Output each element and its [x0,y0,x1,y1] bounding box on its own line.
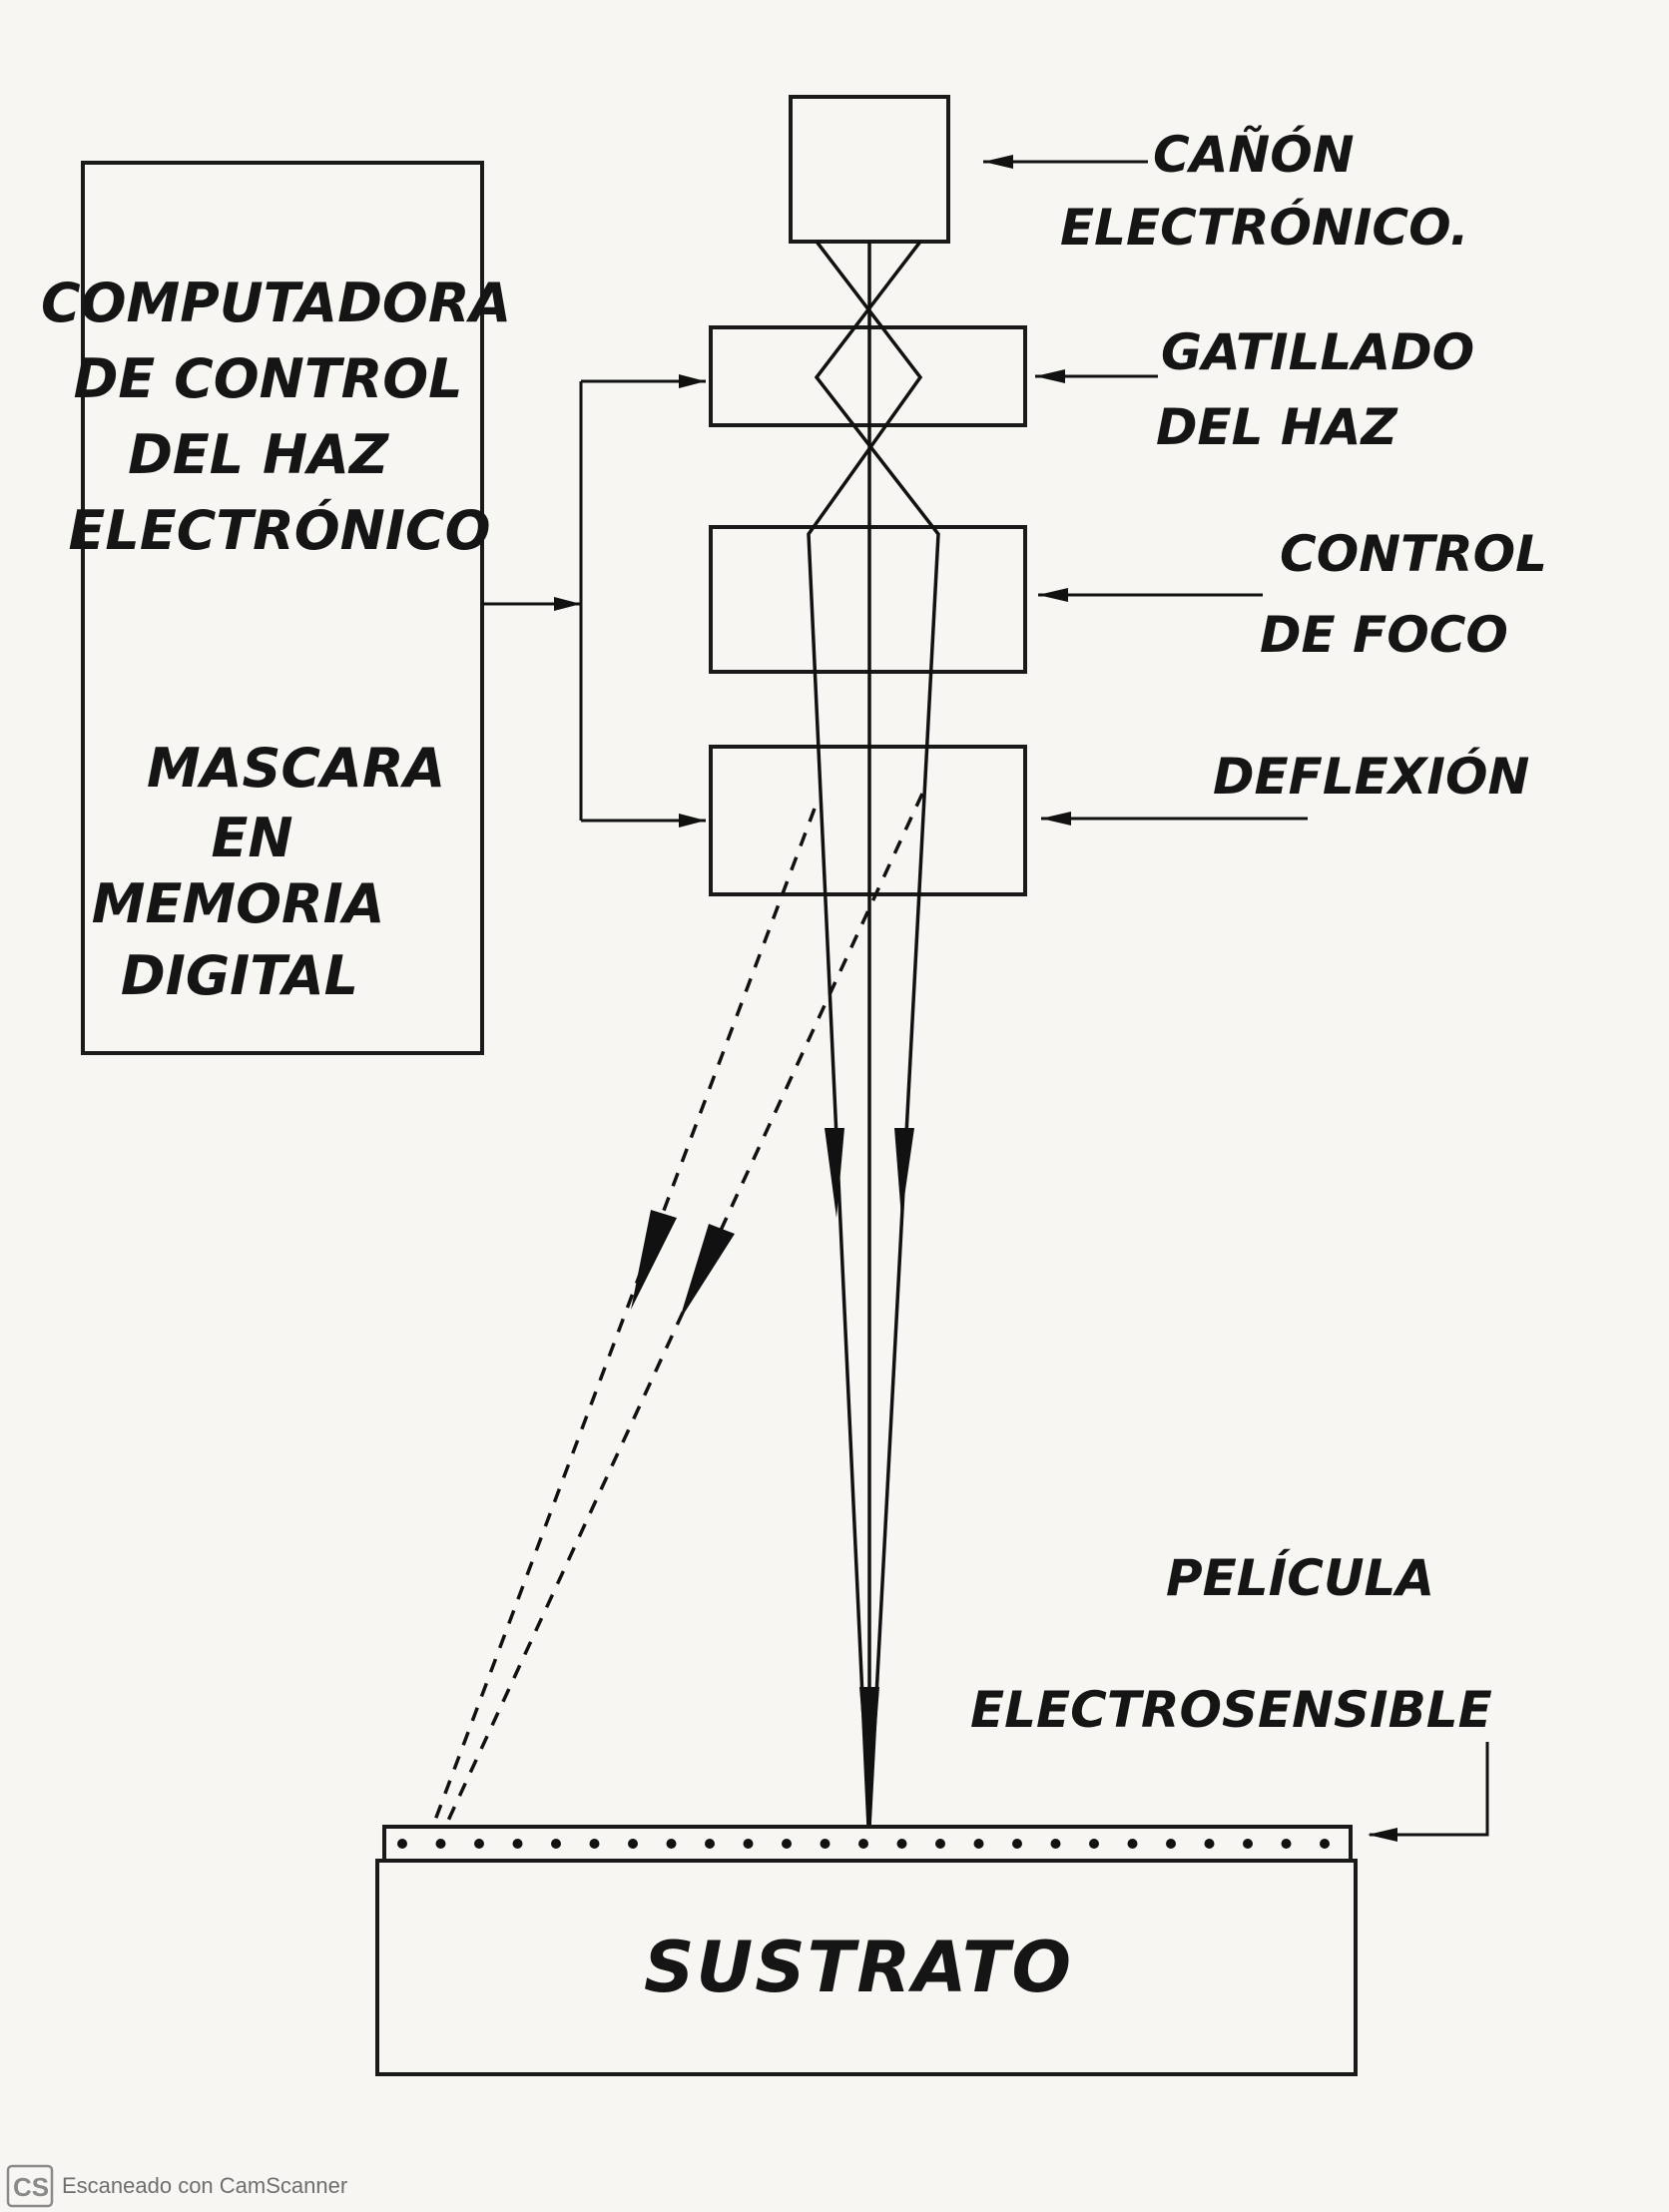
film-label: PELÍCULA ELECTROSENSIBLE [970,1548,1492,1739]
film-pointer-arrowhead [1368,1828,1397,1842]
deflected-beam [432,793,924,1824]
wire-to-blanking-arrowhead [679,374,706,388]
resist-dot [1243,1839,1253,1849]
blanking-label-line-1: GATILLADO [1161,323,1474,381]
computer-label-line-1: COMPUTADORA [41,272,511,334]
gun-label-line-1: CAÑÓN [1153,125,1355,184]
deflection-label: DEFLEXIÓN [1213,747,1529,806]
resist-dot [435,1839,446,1849]
resist-dot [820,1839,831,1849]
computer-label: COMPUTADORA DE CONTROL DEL HAZ ELECTRÓNI… [41,272,530,562]
resist-dot [896,1839,907,1849]
deflection-pointer-arrowhead [1041,812,1071,826]
mask-label-line-3: MEMORIA [92,872,385,935]
beam-left-arrowhead [825,1128,844,1218]
resist-dot [1320,1839,1330,1849]
focus-label: CONTROL DE FOCO [1260,525,1564,664]
resist-dot [973,1839,984,1849]
mask-label-line-2: EN [212,807,293,869]
resist-dot [1012,1839,1022,1849]
beam-right-arrowhead [894,1128,914,1218]
blanking-label: GATILLADO DEL HAZ [1156,323,1492,456]
resist-dot [705,1839,715,1849]
computer-label-line-2: DE CONTROL [74,347,463,410]
film-label-line-2: ELECTROSENSIBLE [970,1681,1492,1739]
deflected-ray-left [432,808,817,1824]
computer-label-line-3: DEL HAZ [128,423,389,486]
resist-dot [1204,1839,1215,1849]
camscanner-logo-text: CS [13,2172,49,2202]
beam-focus-arrowhead [859,1687,879,1817]
resist-dot [858,1839,868,1849]
resist-dot [1166,1839,1176,1849]
resist-dot [1089,1839,1099,1849]
camscanner-logo-icon [6,2164,54,2208]
substrate-box [375,1859,1358,2076]
deflected-right-arrowhead [679,1224,735,1322]
wire-to-deflection-arrowhead [679,814,706,828]
resist-dot [782,1839,792,1849]
resist-dot [589,1839,600,1849]
resist-dots [397,1839,1330,1849]
focus-label-line-1: CONTROL [1280,525,1547,583]
electron-gun-box [789,95,950,244]
resist-dot [935,1839,945,1849]
computer-control-box [81,161,484,1055]
deflection-label-line-1: DEFLEXIÓN [1213,747,1529,806]
resist-dot [1281,1839,1292,1849]
focus-pointer-arrowhead [1038,588,1068,602]
mask-label: MASCARA EN MEMORIA DIGITAL [92,737,464,1007]
resist-dot [666,1839,677,1849]
resist-dot [1050,1839,1061,1849]
resist-dot [551,1839,561,1849]
mask-label-line-4: DIGITAL [121,944,358,1007]
gun-label-line-2: ELECTRÓNICO. [1060,198,1469,257]
deflected-ray-right [445,793,924,1824]
resist-dot [628,1839,638,1849]
wire-computer-out-arrowhead [554,597,581,611]
resist-dot [1127,1839,1138,1849]
beam-left-ray [807,240,923,1828]
mask-label-line-1: MASCARA [147,737,445,800]
gun-label: CAÑÓN ELECTRÓNICO. [1060,125,1469,257]
resist-dot [397,1839,407,1849]
film-label-line-1: PELÍCULA [1166,1548,1434,1607]
resist-dot [512,1839,523,1849]
blanking-pointer-arrowhead [1035,369,1065,383]
resist-dot [743,1839,754,1849]
control-wiring [482,374,706,828]
film-pointer-line [1370,1742,1489,1837]
electron-beam [807,240,940,1828]
gun-pointer-arrowhead [983,155,1013,169]
blanking-label-line-2: DEL HAZ [1156,398,1398,456]
resist-dot [474,1839,484,1849]
beam-right-ray [814,240,940,1828]
camscanner-text: Escaneado con CamScanner [62,2173,347,2198]
focus-label-line-2: DE FOCO [1260,606,1508,664]
camscanner-watermark: CS Escaneado con CamScanner [6,2164,347,2208]
deflected-left-arrowhead [631,1210,677,1310]
substrate-label: SUSTRATO [644,1927,1073,2008]
computer-label-line-4: ELECTRÓNICO [69,499,491,562]
